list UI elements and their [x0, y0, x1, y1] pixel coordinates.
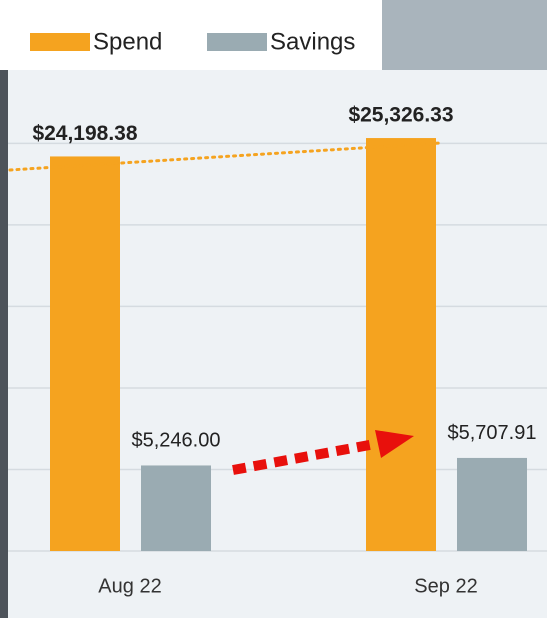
legend-label: Savings	[270, 28, 355, 55]
bar	[457, 457, 527, 551]
annotation-arrow	[232, 439, 376, 475]
bar	[141, 465, 211, 551]
legend-swatch	[207, 33, 267, 51]
frame-edge	[0, 70, 8, 618]
frame-block	[382, 0, 547, 70]
value-label: $25,326.33	[348, 104, 453, 127]
x-tick-label: Aug 22	[98, 575, 161, 597]
trend-line	[8, 141, 442, 172]
x-tick-label: Sep 22	[414, 575, 477, 597]
value-label: $5,707.91	[448, 422, 537, 444]
legend-swatch	[30, 33, 90, 51]
legend-label: Spend	[93, 28, 162, 55]
labels: Spend Savings Aug 22 $24,198.38 $5,246.00 Sep…	[30, 28, 536, 597]
arrow-head	[375, 430, 414, 458]
marks	[50, 138, 527, 551]
bar	[366, 138, 436, 551]
bar	[50, 156, 120, 551]
value-label: $5,246.00	[132, 430, 221, 452]
value-label: $24,198.38	[32, 122, 137, 145]
